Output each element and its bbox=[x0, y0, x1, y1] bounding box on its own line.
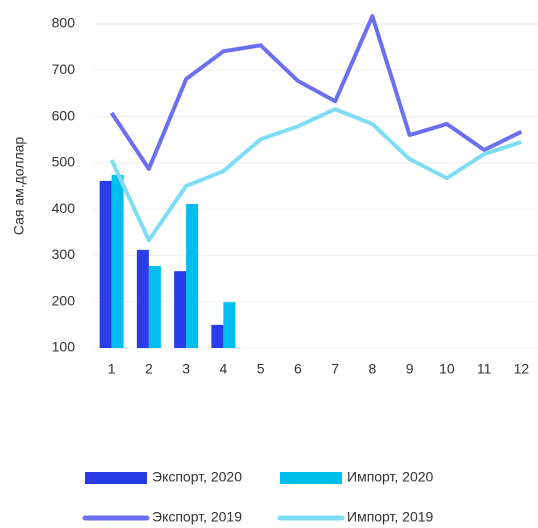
y-axis-label: Сая ам.доллар bbox=[11, 137, 27, 236]
x-tick-label: 6 bbox=[294, 361, 302, 377]
x-tick-label: 7 bbox=[331, 361, 339, 377]
y-tick-label: 400 bbox=[52, 200, 76, 216]
legend-label: Экспорт, 2019 bbox=[152, 509, 242, 525]
legend-swatch bbox=[280, 472, 342, 484]
legend-label: Экспорт, 2020 bbox=[152, 469, 242, 485]
y-tick-label: 500 bbox=[52, 154, 76, 170]
x-tick-label: 12 bbox=[514, 361, 530, 377]
x-tick-label: 1 bbox=[108, 361, 116, 377]
x-tick-label: 8 bbox=[368, 361, 376, 377]
legend-label: Импорт, 2019 bbox=[347, 509, 434, 525]
bar bbox=[223, 302, 236, 348]
y-tick-label: 300 bbox=[52, 246, 76, 262]
legend-label: Импорт, 2020 bbox=[347, 469, 434, 485]
legend-swatch bbox=[85, 472, 147, 484]
x-tick-label: 5 bbox=[257, 361, 265, 377]
y-tick-label: 600 bbox=[52, 107, 76, 123]
x-tick-label: 4 bbox=[219, 361, 227, 377]
x-tick-label: 3 bbox=[182, 361, 190, 377]
bar bbox=[186, 204, 199, 348]
line bbox=[109, 107, 522, 243]
x-tick-label: 11 bbox=[477, 361, 492, 377]
y-tick-label: 800 bbox=[52, 15, 76, 31]
bar bbox=[111, 174, 124, 348]
y-tick-label: 100 bbox=[52, 339, 76, 355]
bar bbox=[136, 249, 149, 348]
bar bbox=[99, 180, 112, 348]
y-tick-label: 700 bbox=[52, 61, 76, 77]
bar bbox=[174, 271, 187, 348]
x-tick-label: 9 bbox=[406, 361, 414, 377]
x-tick-label: 2 bbox=[145, 361, 153, 377]
y-tick-label: 200 bbox=[52, 292, 76, 308]
bar bbox=[148, 266, 161, 348]
x-tick-label: 10 bbox=[439, 361, 455, 377]
line bbox=[109, 14, 523, 171]
bar bbox=[211, 324, 224, 348]
